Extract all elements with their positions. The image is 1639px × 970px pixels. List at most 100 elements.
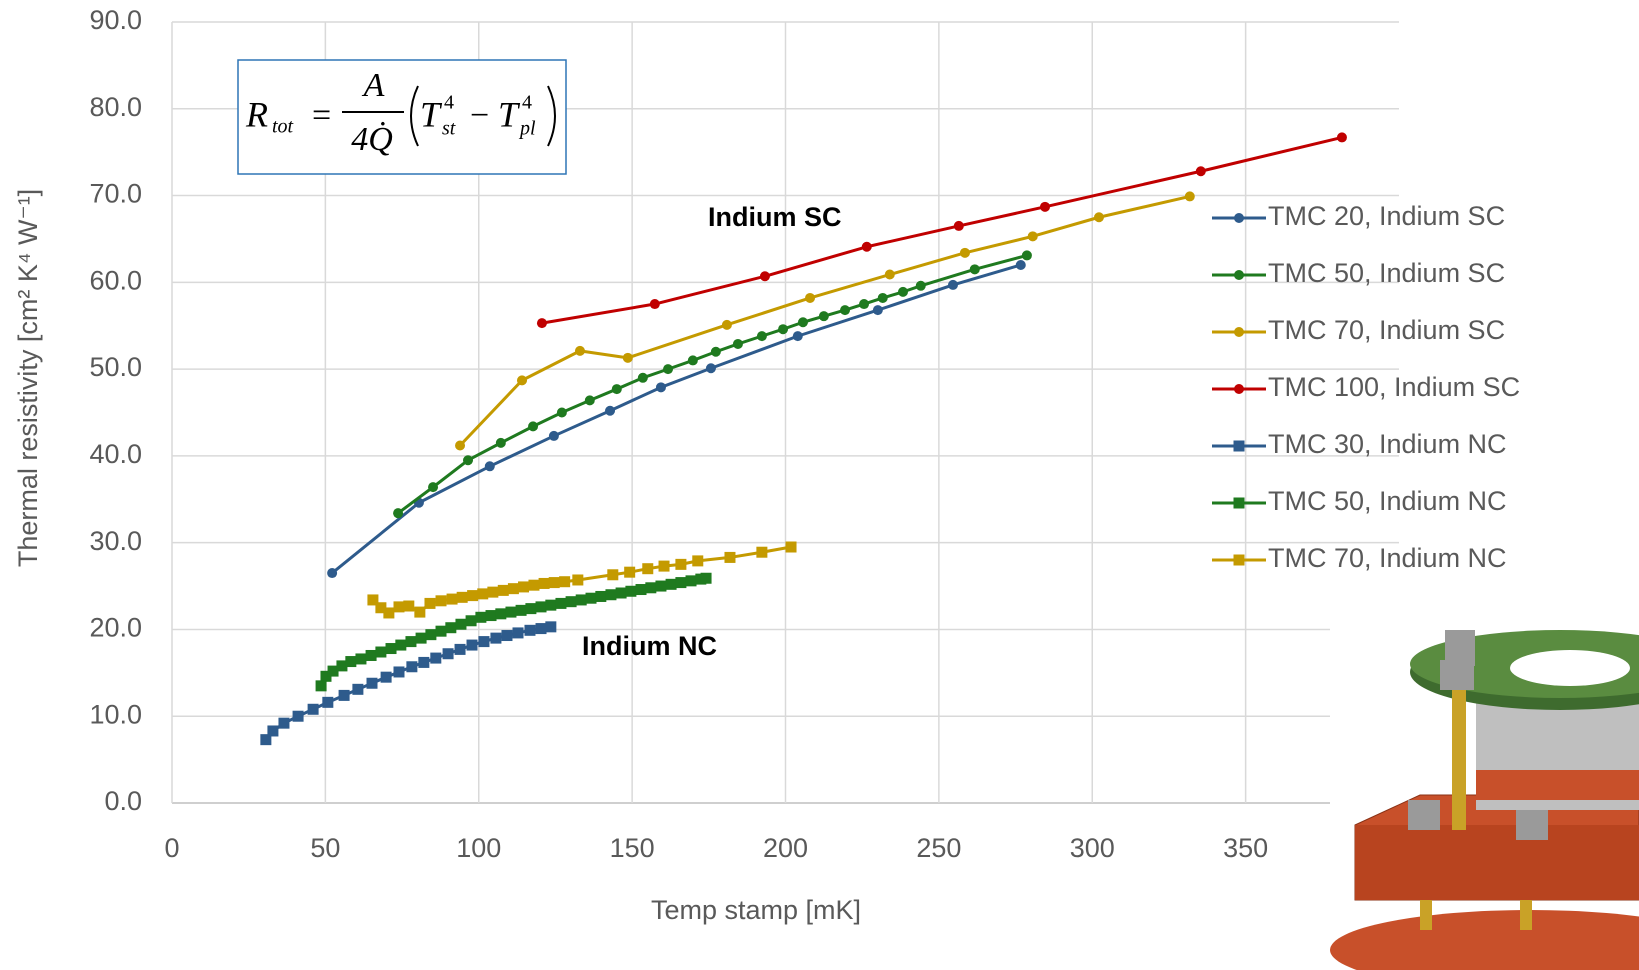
red-block-front (1355, 825, 1639, 900)
circle-marker (798, 317, 808, 327)
square-marker (686, 575, 697, 586)
square-marker (513, 627, 524, 638)
circle-marker (862, 242, 872, 252)
square-marker (525, 603, 536, 614)
y-tick-label: 40.0 (89, 439, 142, 469)
square-marker (395, 640, 406, 651)
square-marker (293, 711, 304, 722)
legend-marker (1234, 384, 1244, 394)
square-marker (642, 563, 653, 574)
circle-marker (859, 299, 869, 309)
square-marker (666, 579, 677, 590)
rod (1420, 900, 1432, 930)
x-tick-label: 350 (1223, 833, 1268, 863)
square-marker (430, 653, 441, 664)
circle-marker (1016, 260, 1026, 270)
circle-marker (485, 461, 495, 471)
square-marker (445, 622, 456, 633)
circle-marker (1196, 166, 1206, 176)
legend-marker (1234, 213, 1244, 223)
eq-symbol: T (498, 94, 521, 134)
circle-marker (873, 305, 883, 315)
x-tick-label: 50 (310, 833, 340, 863)
legend-marker (1234, 498, 1245, 509)
x-tick-label: 200 (763, 833, 808, 863)
square-marker (545, 600, 556, 611)
square-marker (572, 574, 583, 585)
square-marker (536, 623, 547, 634)
square-marker (406, 661, 417, 672)
legend-label: TMC 70, Indium SC (1268, 315, 1505, 345)
square-marker (549, 577, 560, 588)
circle-marker (605, 406, 615, 416)
square-marker (267, 725, 278, 736)
circle-marker (327, 568, 337, 578)
eq-numerator: A (362, 67, 385, 104)
square-marker (443, 648, 454, 659)
square-marker (495, 608, 506, 619)
legend-label: TMC 30, Indium NC (1268, 429, 1507, 459)
square-marker (701, 573, 712, 584)
square-marker (539, 578, 550, 589)
square-marker (383, 607, 394, 618)
circle-marker (1028, 231, 1038, 241)
circle-marker (916, 281, 926, 291)
eq-subscript: tot (272, 116, 294, 138)
circle-marker (688, 355, 698, 365)
circle-marker (819, 311, 829, 321)
x-tick-label: 250 (916, 833, 961, 863)
y-tick-label: 90.0 (89, 5, 142, 35)
square-marker (498, 585, 509, 596)
flange-hole (1510, 650, 1630, 686)
ring (1476, 770, 1639, 800)
circle-marker (549, 431, 559, 441)
square-marker (436, 626, 447, 637)
circle-marker (393, 508, 403, 518)
annotation: Indium SC (708, 202, 842, 232)
square-marker (616, 587, 627, 598)
square-marker (308, 704, 319, 715)
square-marker (692, 555, 703, 566)
square-marker (339, 690, 350, 701)
square-marker (536, 601, 547, 612)
legend-label: TMC 50, Indium SC (1268, 258, 1505, 288)
square-marker (625, 586, 636, 597)
square-marker (393, 601, 404, 612)
circle-marker (1337, 132, 1347, 142)
square-marker (516, 605, 527, 616)
square-marker (528, 580, 539, 591)
circle-marker (722, 320, 732, 330)
circle-marker (840, 305, 850, 315)
y-tick-label: 70.0 (89, 179, 142, 209)
circle-marker (517, 375, 527, 385)
nut (1440, 660, 1474, 690)
square-marker (414, 607, 425, 618)
rod (1520, 900, 1532, 930)
circle-marker (805, 293, 815, 303)
circle-marker (878, 293, 888, 303)
square-marker (675, 577, 686, 588)
apparatus-illustration (1330, 608, 1639, 970)
square-marker (418, 657, 429, 668)
square-marker (505, 607, 516, 618)
square-marker (322, 697, 333, 708)
circle-marker (612, 384, 622, 394)
series-line (332, 265, 1021, 573)
y-tick-label: 0.0 (104, 786, 142, 816)
x-tick-label: 150 (610, 833, 655, 863)
circle-marker (557, 408, 567, 418)
square-marker (524, 625, 535, 636)
legend-marker (1234, 327, 1244, 337)
square-marker (645, 582, 656, 593)
circle-marker (528, 421, 538, 431)
nut (1408, 800, 1440, 830)
x-axis-label: Temp stamp [mK] (651, 895, 861, 925)
square-marker (675, 559, 686, 570)
circle-marker (733, 339, 743, 349)
square-marker (724, 552, 735, 563)
x-tick-label: 0 (164, 833, 179, 863)
square-marker (457, 592, 468, 603)
square-marker (624, 567, 635, 578)
square-marker (508, 583, 519, 594)
legend-marker (1234, 555, 1245, 566)
